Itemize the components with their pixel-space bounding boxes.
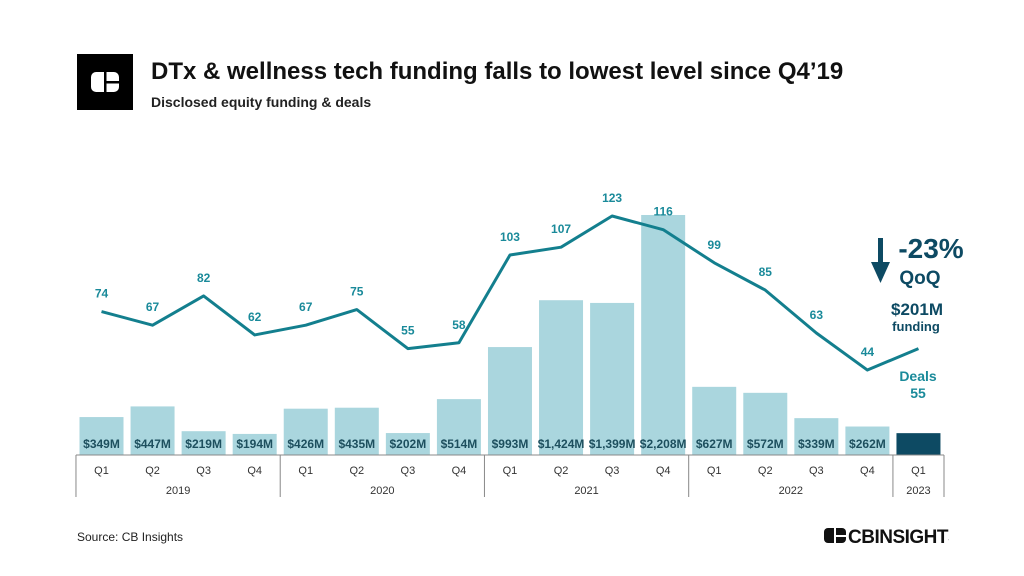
deal-label: 123	[602, 191, 622, 205]
funding-bar	[130, 406, 175, 455]
year-label: 2019	[166, 485, 190, 497]
funding-label: $1,424M	[538, 437, 585, 451]
quarter-tick-label: Q3	[605, 465, 620, 477]
funding-label: $219M	[185, 437, 222, 451]
funding-bar	[539, 300, 584, 455]
deal-label: 58	[452, 318, 466, 332]
callout-funding-label: funding	[892, 319, 940, 334]
quarter-tick-label: Q3	[196, 465, 211, 477]
arrow-down-icon	[878, 238, 883, 264]
funding-label: $1,399M	[589, 437, 636, 451]
funding-label: $627M	[696, 437, 733, 451]
year-label: 2020	[370, 485, 394, 497]
quarter-tick-label: Q1	[911, 465, 926, 477]
deal-label: 62	[248, 310, 262, 324]
deal-label: 67	[146, 300, 160, 314]
deal-label: 85	[759, 265, 773, 279]
funding-bar	[385, 433, 430, 455]
funding-label: $435M	[338, 437, 375, 451]
funding-bar	[181, 431, 226, 455]
funding-label: $349M	[83, 437, 120, 451]
chart-title: DTx & wellness tech funding falls to low…	[151, 58, 844, 85]
funding-bar	[743, 392, 788, 455]
quarter-tick-label: Q2	[145, 465, 160, 477]
quarter-tick-label: Q3	[809, 465, 824, 477]
deal-label: 55	[401, 324, 415, 338]
deal-label: 74	[95, 287, 109, 301]
quarter-tick-label: Q1	[707, 465, 722, 477]
deal-label: 63	[810, 308, 824, 322]
deal-label: 44	[861, 345, 875, 359]
funding-bar	[487, 347, 532, 455]
funding-bar	[590, 302, 635, 455]
brand-text: CBINSIGHTS	[848, 527, 949, 547]
callout-period: QoQ	[899, 268, 940, 289]
funding-label: $514M	[441, 437, 478, 451]
quarter-tick-label: Q1	[298, 465, 313, 477]
quarter-tick-label: Q4	[656, 465, 671, 477]
deal-label: 67	[299, 300, 313, 314]
deal-label: 103	[500, 230, 520, 244]
funding-label: $2,208M	[640, 437, 687, 451]
cb-insights-logo: CBINSIGHTS	[824, 525, 961, 552]
quarter-tick-label: Q2	[349, 465, 364, 477]
deals-line	[101, 214, 920, 372]
chart-subtitle: Disclosed equity funding & deals	[151, 94, 372, 110]
year-label: 2023	[906, 485, 930, 497]
funding-label: $447M	[134, 437, 171, 451]
funding-bar	[845, 426, 890, 455]
funding-bar	[232, 433, 277, 455]
funding-bar	[334, 407, 379, 455]
quarter-tick-label: Q4	[247, 465, 262, 477]
funding-bar	[641, 214, 686, 455]
quarter-tick-label: Q3	[401, 465, 416, 477]
deal-label: 99	[708, 238, 722, 252]
deal-label: 107	[551, 222, 571, 236]
callout-deals-label: Deals	[899, 368, 937, 384]
deal-label: 116	[653, 205, 673, 219]
funding-label: $262M	[849, 437, 886, 451]
funding-label: $426M	[287, 437, 324, 451]
funding-bar	[692, 386, 737, 455]
quarter-tick-label: Q4	[452, 465, 467, 477]
funding-label: $993M	[492, 437, 529, 451]
year-label: 2021	[574, 485, 598, 497]
quarter-tick-label: Q2	[554, 465, 569, 477]
cb-logo	[77, 54, 133, 110]
funding-label: $339M	[798, 437, 835, 451]
deal-label: 75	[350, 285, 364, 299]
funding-label: $202M	[390, 437, 427, 451]
quarter-tick-label: Q1	[94, 465, 109, 477]
quarter-tick-label: Q1	[503, 465, 518, 477]
year-label: 2022	[779, 485, 803, 497]
funding-bar	[283, 408, 328, 455]
callout-change: -23%	[898, 233, 963, 264]
quarter-tick-label: Q2	[758, 465, 773, 477]
funding-bar	[436, 399, 481, 455]
funding-bar	[794, 418, 839, 455]
callout-deals-value: 55	[910, 385, 926, 401]
funding-label: $572M	[747, 437, 784, 451]
deal-label: 82	[197, 271, 211, 285]
source-note: Source: CB Insights	[77, 530, 184, 544]
callout-funding: $201M	[891, 300, 943, 319]
funding-bar	[79, 417, 124, 455]
quarter-tick-label: Q4	[860, 465, 875, 477]
funding-label: $194M	[236, 437, 273, 451]
funding-bar	[896, 433, 941, 455]
arrow-down-head	[871, 262, 890, 283]
